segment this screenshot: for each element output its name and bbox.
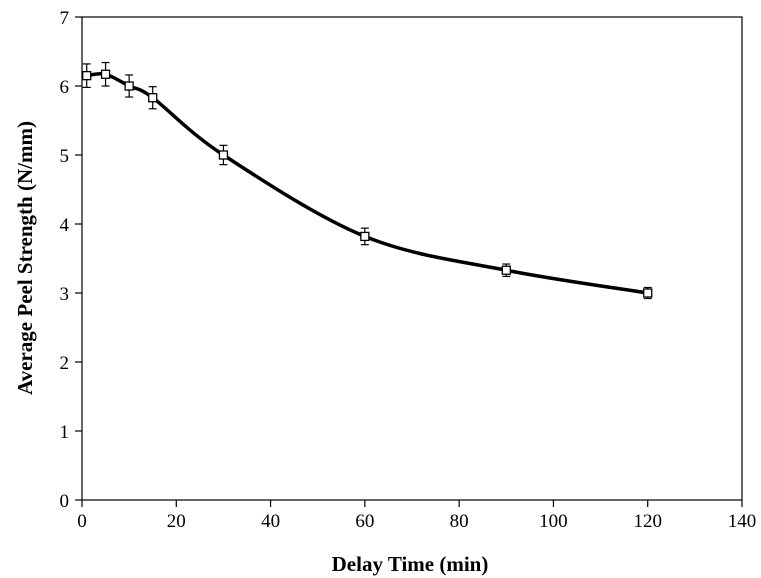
data-point-2 bbox=[124, 81, 134, 91]
axis-ticks bbox=[75, 16, 743, 507]
data-series bbox=[84, 71, 650, 295]
x-tick-label-60: 60 bbox=[355, 511, 374, 532]
y-axis-title: Average Peel Strength (N/mm) bbox=[13, 121, 37, 395]
x-tick-label-100: 100 bbox=[539, 511, 568, 532]
data-point-6 bbox=[501, 265, 511, 275]
x-tick-label-0: 0 bbox=[77, 511, 87, 532]
x-tick-label-120: 120 bbox=[633, 511, 662, 532]
y-tick-label-7: 7 bbox=[60, 8, 70, 29]
y-tick-label-6: 6 bbox=[60, 77, 70, 98]
x-tick-label-140: 140 bbox=[728, 511, 757, 532]
series-line-0 bbox=[84, 71, 650, 295]
axis-tick-labels: 0 20 40 60 80 100 120 140 0 1 2 3 4 5 6 7 bbox=[60, 8, 757, 532]
x-tick-label-40: 40 bbox=[261, 511, 280, 532]
y-tick-label-4: 4 bbox=[60, 215, 70, 236]
x-tick-label-80: 80 bbox=[450, 511, 469, 532]
data-point-1 bbox=[100, 69, 111, 79]
data-point-3 bbox=[148, 93, 158, 103]
x-axis-title: Delay Time (min) bbox=[332, 552, 489, 576]
plot-frame bbox=[81, 16, 743, 501]
data-point-7 bbox=[643, 288, 653, 298]
axes bbox=[81, 16, 743, 501]
error-bars bbox=[82, 61, 652, 300]
y-tick-label-3: 3 bbox=[60, 284, 70, 305]
y-tick-label-2: 2 bbox=[60, 353, 70, 374]
y-tick-label-5: 5 bbox=[60, 146, 70, 167]
y-tick-label-0: 0 bbox=[60, 491, 70, 512]
data-point-0 bbox=[82, 71, 92, 81]
data-point-4 bbox=[218, 150, 229, 160]
data-point-5 bbox=[360, 231, 370, 242]
x-tick-label-20: 20 bbox=[167, 511, 186, 532]
data-markers bbox=[82, 69, 653, 298]
y-tick-label-1: 1 bbox=[60, 422, 70, 443]
